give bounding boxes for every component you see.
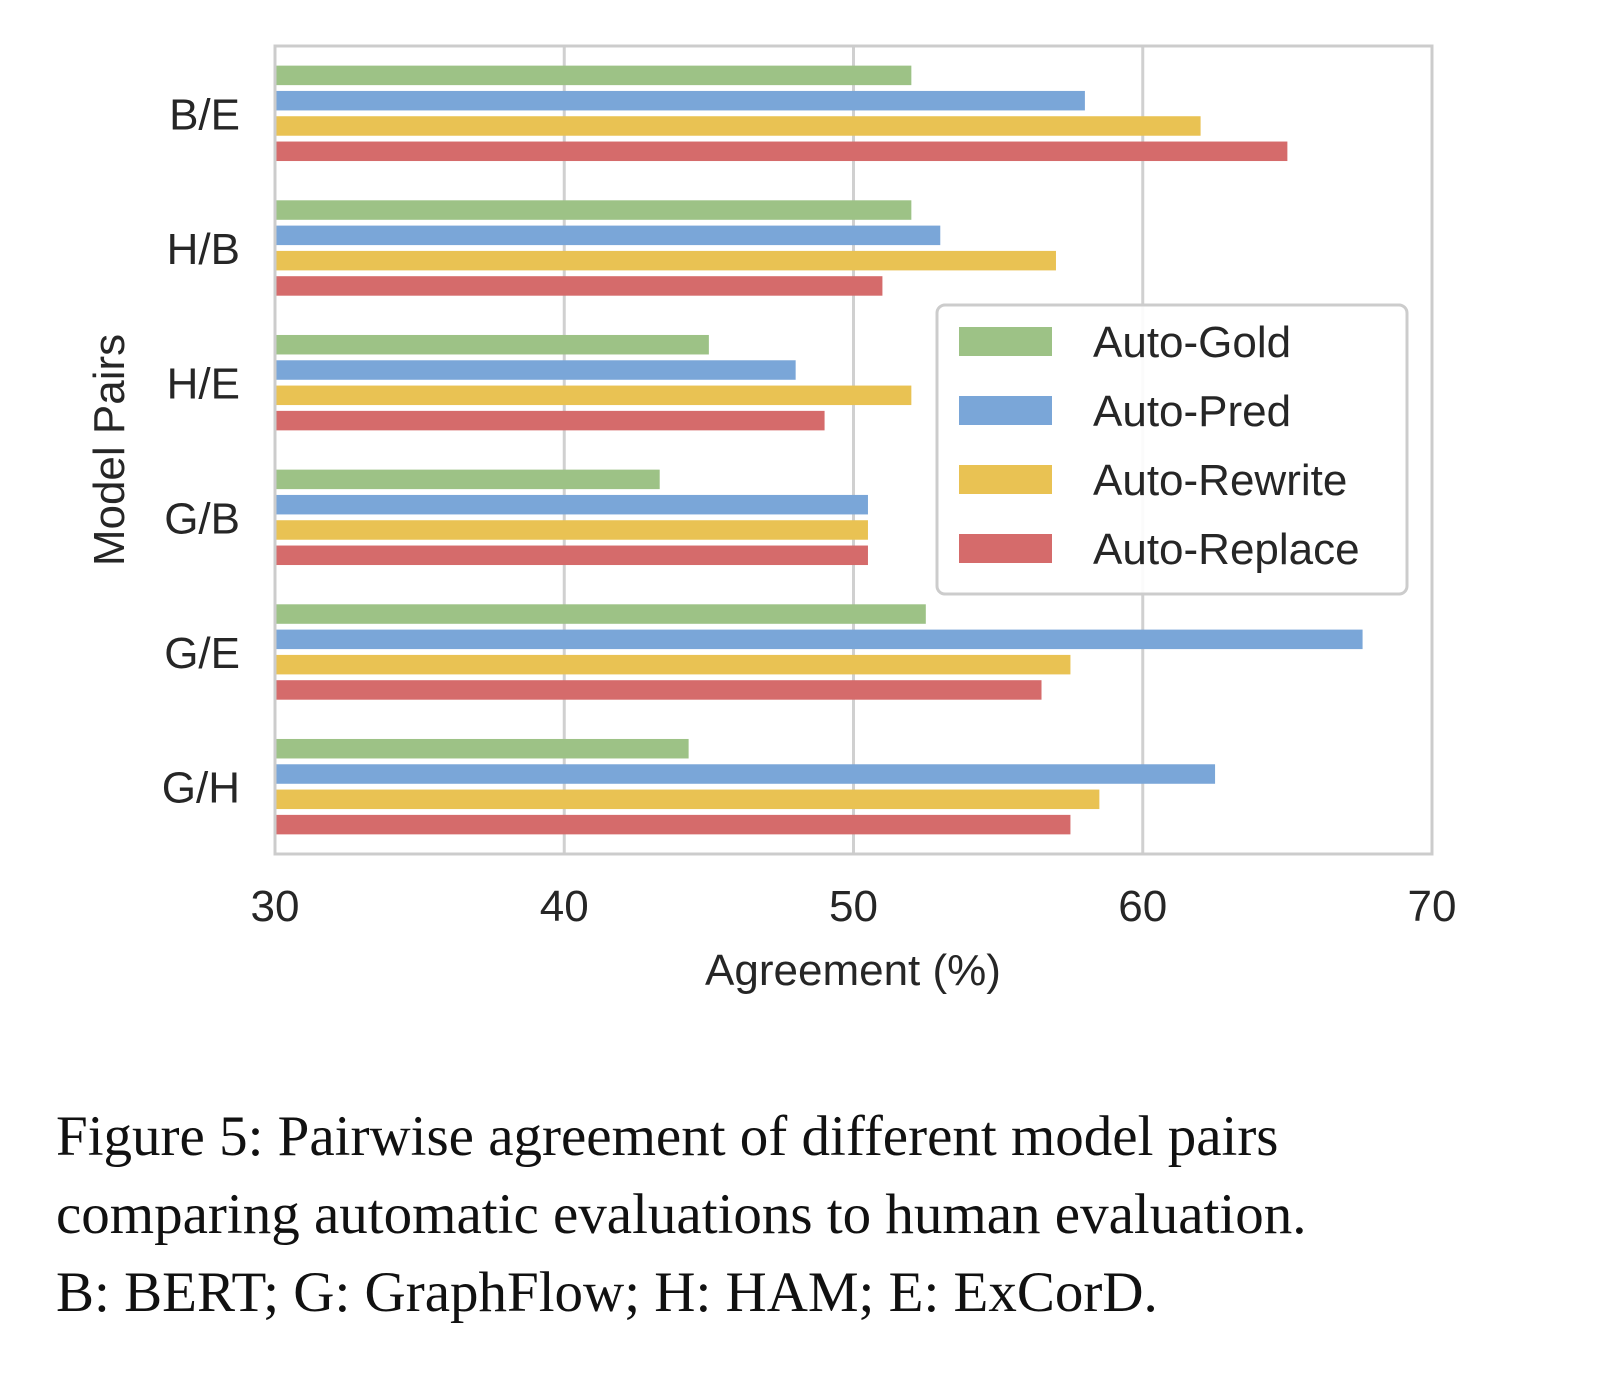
bar-auto-pred-g-e bbox=[276, 629, 1363, 650]
bar-auto-replace-b-e bbox=[276, 141, 1288, 162]
bar-auto-replace-g-e bbox=[276, 680, 1042, 700]
y-tick-label: G/B bbox=[164, 494, 240, 543]
bar-auto-replace-g-h bbox=[276, 814, 1071, 835]
bar-auto-gold-b-e bbox=[276, 65, 912, 86]
y-axis-label: Model Pairs bbox=[85, 334, 134, 566]
bar-auto-pred-h-e bbox=[276, 360, 796, 380]
bar-auto-gold-h-e bbox=[276, 334, 709, 355]
figure-caption: Figure 5: Pairwise agreement of differen… bbox=[56, 1098, 1556, 1332]
bar-auto-pred-b-e bbox=[276, 90, 1085, 111]
y-tick-label: G/E bbox=[164, 629, 240, 678]
y-tick-label: B/E bbox=[169, 90, 240, 139]
bar-auto-replace-g-b bbox=[276, 545, 868, 566]
bar-auto-pred-g-h bbox=[276, 764, 1216, 784]
legend-swatch bbox=[959, 396, 1052, 425]
bar-auto-replace-h-e bbox=[276, 410, 825, 431]
bar-auto-gold-g-b bbox=[276, 469, 660, 490]
x-axis-label: Agreement (%) bbox=[705, 946, 1001, 995]
bar-auto-gold-g-h bbox=[276, 738, 689, 759]
bar-auto-gold-h-b bbox=[276, 200, 912, 220]
caption-line: comparing automatic evaluations to human… bbox=[56, 1183, 1307, 1246]
legend-label: Auto-Rewrite bbox=[1093, 456, 1347, 505]
legend: Auto-Gold Auto-Pred Auto-Rewrite Auto-Repla… bbox=[935, 303, 1409, 596]
bar-auto-pred-h-b bbox=[276, 225, 941, 246]
bar-auto-rewrite-g-h bbox=[276, 789, 1100, 810]
plot-frame bbox=[273, 44, 1434, 856]
y-tick-labels: B/E H/B H/E G/B G/E G/H bbox=[162, 90, 240, 812]
bar-auto-replace-h-b bbox=[276, 276, 883, 296]
legend-frame bbox=[935, 303, 1409, 596]
y-tick-label: G/H bbox=[162, 764, 240, 813]
caption-line: Figure 5: Pairwise agreement of differen… bbox=[56, 1105, 1279, 1168]
bar-auto-rewrite-h-e bbox=[276, 385, 912, 406]
legend-swatch bbox=[959, 327, 1052, 356]
x-tick-label: 50 bbox=[829, 882, 878, 931]
bar-auto-gold-g-e bbox=[276, 604, 926, 624]
bar-auto-rewrite-b-e bbox=[276, 116, 1201, 136]
legend-swatch bbox=[959, 465, 1052, 494]
y-tick-label: H/B bbox=[167, 225, 240, 274]
x-tick-labels: 30 40 50 60 70 bbox=[251, 882, 1457, 931]
bar-auto-rewrite-h-b bbox=[276, 250, 1056, 271]
legend-items: Auto-Gold Auto-Pred Auto-Rewrite Auto-Repla… bbox=[959, 318, 1360, 574]
legend-label: Auto-Replace bbox=[1093, 525, 1360, 574]
bar-chart: 30 40 50 60 70 B/E H/B H/E G/B G/E G/H Agreement … bbox=[85, 44, 1457, 995]
legend-swatch bbox=[959, 534, 1052, 563]
x-tick-label: 60 bbox=[1118, 882, 1167, 931]
y-tick-label: H/E bbox=[167, 360, 240, 409]
bars bbox=[276, 65, 1363, 835]
bar-auto-pred-g-b bbox=[276, 494, 868, 515]
bar-auto-rewrite-g-e bbox=[276, 654, 1071, 675]
legend-label: Auto-Gold bbox=[1093, 318, 1291, 367]
x-tick-label: 30 bbox=[251, 882, 300, 931]
caption-line: B: BERT; G: GraphFlow; H: HAM; E: ExCorD… bbox=[56, 1261, 1158, 1324]
bar-auto-rewrite-g-b bbox=[276, 520, 868, 540]
x-tick-label: 40 bbox=[540, 882, 589, 931]
legend-label: Auto-Pred bbox=[1093, 387, 1291, 436]
x-tick-label: 70 bbox=[1408, 882, 1457, 931]
